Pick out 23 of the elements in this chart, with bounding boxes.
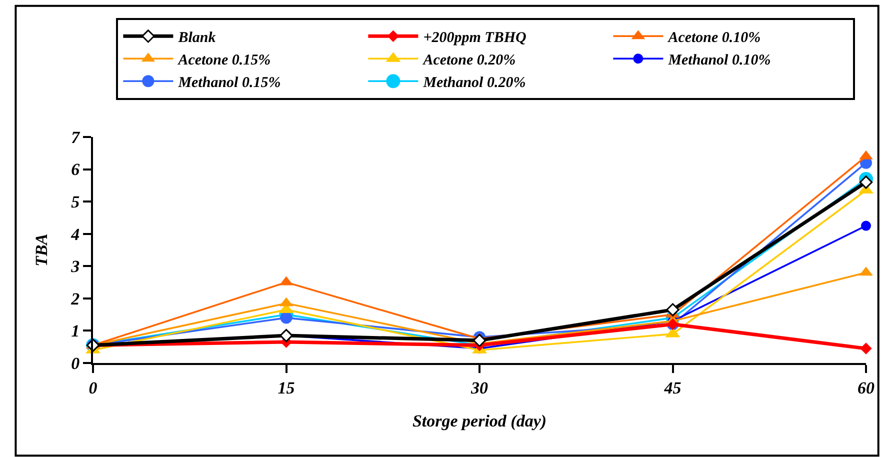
- y-tick-label: 3: [70, 257, 80, 276]
- legend-label: Acetone 0.20%: [422, 52, 516, 68]
- y-tick-label: 6: [71, 160, 80, 180]
- legend-label: Blank: [177, 30, 216, 46]
- x-tick-label: 0: [88, 378, 98, 398]
- x-tick-label: 30: [470, 378, 488, 398]
- y-tick-label: 5: [71, 192, 80, 212]
- x-tick-label: 45: [663, 378, 682, 398]
- x-axis-title: Storge period (day): [412, 411, 547, 430]
- y-axis-title: TBA: [32, 233, 52, 267]
- y-tick-label: 4: [70, 224, 80, 244]
- legend-label: Acetone 0.10%: [667, 30, 761, 46]
- y-tick-label: 0: [71, 354, 80, 373]
- y-tick-label: 1: [71, 322, 80, 341]
- legend-label: +200ppm TBHQ: [423, 30, 526, 46]
- x-tick-label: 15: [278, 378, 296, 398]
- legend-label: Methanol 0.20%: [422, 75, 526, 91]
- x-tick-label: 60: [858, 378, 875, 398]
- legend-label: Methanol 0.15%: [177, 75, 281, 91]
- y-tick-label: 2: [70, 289, 80, 308]
- legend-label: Methanol 0.10%: [667, 52, 771, 68]
- legend-label: Acetone 0.15%: [177, 52, 271, 68]
- y-tick-label: 7: [71, 128, 82, 147]
